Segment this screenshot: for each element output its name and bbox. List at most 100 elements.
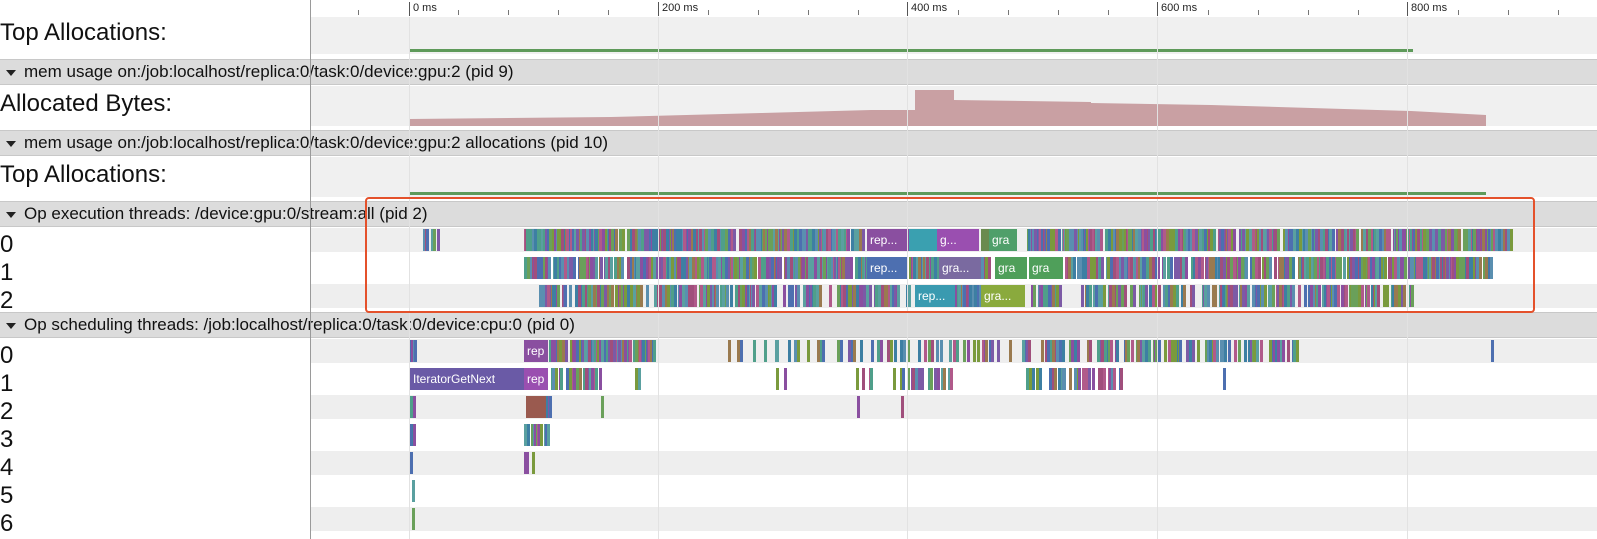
trace-slice-labeled[interactable]: gra...: [981, 285, 1025, 307]
trace-slice[interactable]: [597, 340, 600, 362]
trace-slice[interactable]: [1195, 229, 1198, 251]
trace-slice[interactable]: [545, 257, 548, 279]
trace-slice[interactable]: [768, 229, 771, 251]
trace-slice[interactable]: [1269, 229, 1272, 251]
trace-slice[interactable]: [1210, 229, 1213, 251]
trace-slice[interactable]: [672, 229, 675, 251]
trace-slice[interactable]: [691, 229, 694, 251]
trace-slice[interactable]: [1192, 285, 1195, 307]
trace-slice[interactable]: [1272, 285, 1275, 307]
trace-slice[interactable]: [604, 340, 607, 362]
trace-slice[interactable]: [1322, 285, 1325, 307]
trace-slice[interactable]: [549, 340, 552, 362]
trace-slice[interactable]: [718, 257, 721, 279]
trace-slice[interactable]: [1081, 229, 1084, 251]
trace-slice[interactable]: [916, 257, 919, 279]
trace-slice[interactable]: [410, 396, 413, 418]
trace-slice[interactable]: [1485, 257, 1488, 279]
trace-slice[interactable]: [955, 285, 958, 307]
trace-slice[interactable]: [1089, 285, 1092, 307]
trace-slice[interactable]: [557, 340, 560, 362]
trace-slice[interactable]: [410, 424, 413, 446]
trace-slice[interactable]: [1100, 229, 1103, 251]
trace-slice-labeled[interactable]: gra: [995, 257, 1027, 279]
trace-slice[interactable]: [575, 285, 578, 307]
trace-slice[interactable]: [880, 340, 883, 362]
trace-slice[interactable]: [1257, 285, 1260, 307]
trace-slice[interactable]: [1252, 229, 1255, 251]
trace-slice[interactable]: [1334, 285, 1337, 307]
trace-slice[interactable]: [822, 340, 825, 362]
trace-slice[interactable]: [851, 229, 854, 251]
trace-slice[interactable]: [557, 285, 560, 307]
trace-slice[interactable]: [599, 340, 602, 362]
trace-slice[interactable]: [579, 340, 582, 362]
trace-slice[interactable]: [1140, 257, 1143, 279]
trace-slice[interactable]: [552, 368, 555, 390]
trace-slice[interactable]: [1283, 229, 1286, 251]
trace-slice[interactable]: [722, 257, 725, 279]
trace-slice[interactable]: [1146, 257, 1149, 279]
trace-slice[interactable]: [1350, 229, 1353, 251]
trace-slice[interactable]: [869, 285, 872, 307]
trace-slice[interactable]: [629, 340, 632, 362]
trace-slice[interactable]: [1491, 229, 1494, 251]
trace-slice[interactable]: [710, 285, 713, 307]
trace-slice[interactable]: [671, 285, 674, 307]
trace-slice[interactable]: [1468, 229, 1471, 251]
trace-slice[interactable]: [1167, 257, 1170, 279]
trace-slice[interactable]: [1103, 368, 1106, 390]
trace-slice[interactable]: [1029, 368, 1032, 390]
trace-slice[interactable]: [1026, 368, 1029, 390]
trace-slice[interactable]: [1130, 229, 1133, 251]
sched-lane-4[interactable]: [311, 451, 1597, 475]
trace-slice[interactable]: [806, 257, 809, 279]
trace-slice[interactable]: [1134, 257, 1137, 279]
trace-slice[interactable]: [1277, 229, 1280, 251]
trace-slice[interactable]: [977, 340, 980, 362]
trace-slice[interactable]: [540, 257, 543, 279]
trace-slice[interactable]: [1463, 229, 1466, 251]
trace-slice[interactable]: [1287, 285, 1290, 307]
trace-slice[interactable]: [1175, 229, 1178, 251]
trace-slice[interactable]: [605, 229, 608, 251]
trace-slice[interactable]: [837, 340, 840, 362]
trace-slice[interactable]: [583, 368, 586, 390]
trace-slice[interactable]: [1379, 229, 1382, 251]
trace-slice[interactable]: [1190, 285, 1193, 307]
trace-slice[interactable]: [1220, 340, 1223, 362]
trace-slice[interactable]: [1124, 257, 1127, 279]
trace-slice[interactable]: [870, 368, 873, 390]
trace-slice[interactable]: [1245, 257, 1248, 279]
trace-slice[interactable]: [1465, 229, 1468, 251]
trace-slice[interactable]: [1128, 229, 1131, 251]
trace-slice[interactable]: [580, 229, 583, 251]
trace-slice[interactable]: [1026, 340, 1029, 362]
trace-slice[interactable]: [1459, 257, 1462, 279]
trace-slice[interactable]: [1111, 229, 1114, 251]
trace-slice[interactable]: [765, 229, 768, 251]
trace-slice[interactable]: [551, 340, 554, 362]
trace-slice[interactable]: [615, 285, 618, 307]
trace-slice[interactable]: [854, 229, 857, 251]
trace-slice[interactable]: [413, 396, 416, 418]
trace-slice[interactable]: [640, 285, 643, 307]
trace-slice[interactable]: [936, 340, 939, 362]
trace-slice[interactable]: [532, 229, 535, 251]
trace-slice[interactable]: [627, 257, 630, 279]
trace-slice[interactable]: [683, 229, 686, 251]
trace-slice[interactable]: [1095, 285, 1098, 307]
trace-slice[interactable]: [619, 229, 622, 251]
trace-slice[interactable]: [853, 285, 856, 307]
trace-slice[interactable]: [1469, 257, 1472, 279]
trace-slice[interactable]: [1145, 285, 1148, 307]
trace-slice[interactable]: [413, 424, 416, 446]
trace-slice[interactable]: [1235, 285, 1238, 307]
trace-slice[interactable]: [1246, 229, 1249, 251]
trace-slice[interactable]: [1182, 257, 1185, 279]
trace-slice[interactable]: [853, 340, 856, 362]
trace-slice[interactable]: [1303, 229, 1306, 251]
trace-slice[interactable]: [530, 257, 533, 279]
trace-slice[interactable]: [1477, 229, 1480, 251]
trace-slice[interactable]: [1172, 229, 1175, 251]
